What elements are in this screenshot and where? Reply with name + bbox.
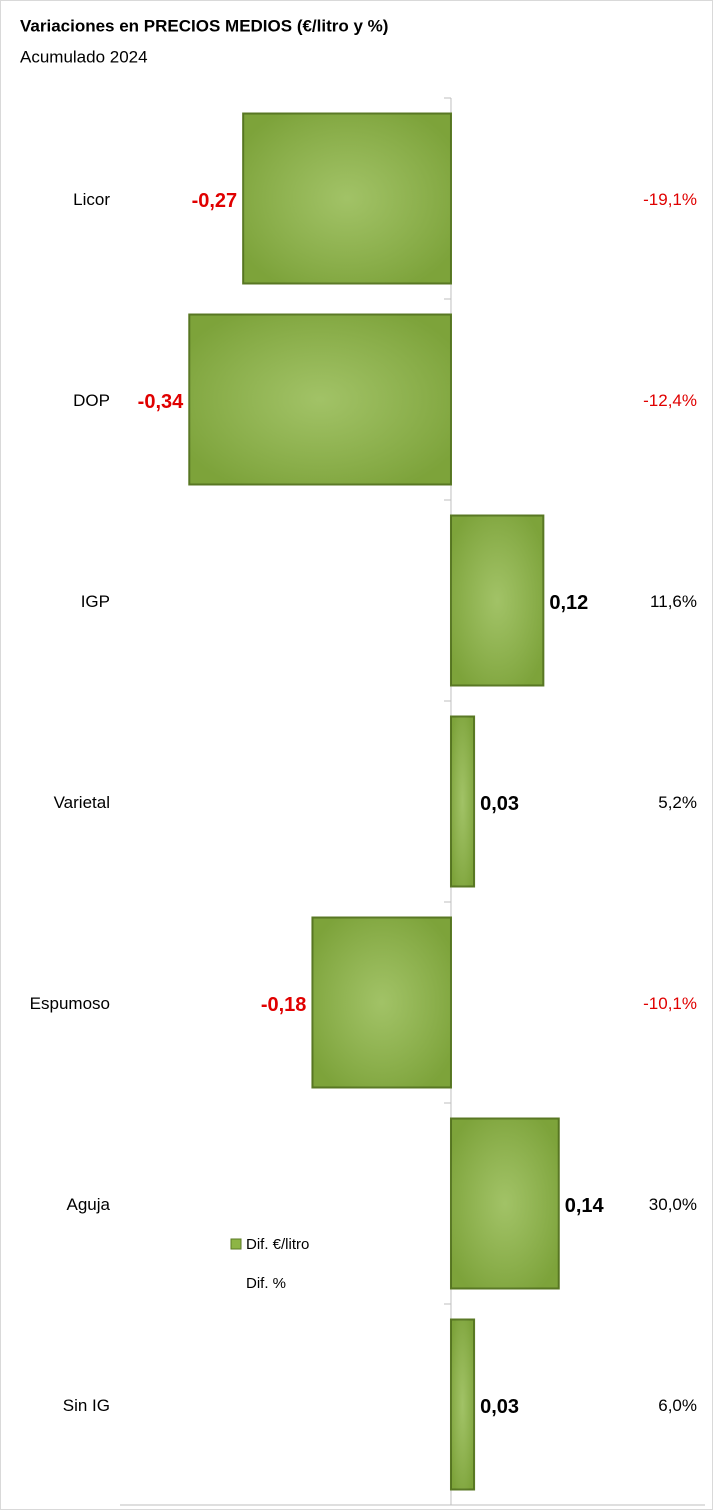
bar-shade — [450, 716, 475, 887]
bar-shade — [243, 113, 451, 284]
legend-swatch — [230, 1238, 242, 1250]
percent-label: -10,1% — [643, 994, 697, 1013]
percent-label: 30,0% — [649, 1195, 697, 1214]
y-tick-label: DOP — [73, 391, 110, 410]
value-label: 0,03 — [480, 1396, 519, 1418]
y-tick-label: Licor — [73, 190, 110, 209]
legend-label: Dif. €/litro — [246, 1236, 309, 1253]
y-tick-label: Aguja — [67, 1195, 111, 1214]
value-label: -0,34 — [138, 391, 184, 413]
value-label: 0,14 — [565, 1195, 605, 1217]
chart-title: Variaciones en PRECIOS MEDIOS (€/litro y… — [20, 16, 388, 35]
percent-label: -19,1% — [643, 190, 697, 209]
legend-label: Dif. % — [246, 1275, 286, 1292]
value-label: 0,12 — [549, 592, 588, 614]
percent-label: 5,2% — [658, 793, 697, 812]
bar-shade — [189, 314, 451, 485]
value-label: -0,18 — [261, 994, 307, 1016]
value-label: 0,03 — [480, 793, 519, 815]
bar-shade — [312, 917, 451, 1088]
y-tick-label: Espumoso — [30, 994, 110, 1013]
percent-label: 6,0% — [658, 1396, 697, 1415]
value-label: -0,27 — [192, 190, 238, 212]
y-tick-label: IGP — [81, 592, 110, 611]
bar-shade — [450, 1118, 559, 1289]
y-tick-label: Sin IG — [63, 1396, 110, 1415]
bar-shade — [450, 1319, 475, 1490]
bar-shade — [450, 515, 544, 686]
y-tick-label: Varietal — [54, 793, 110, 812]
percent-label: 11,6% — [650, 592, 697, 611]
percent-label: -12,4% — [643, 391, 697, 410]
chart-subtitle: Acumulado 2024 — [20, 47, 148, 66]
